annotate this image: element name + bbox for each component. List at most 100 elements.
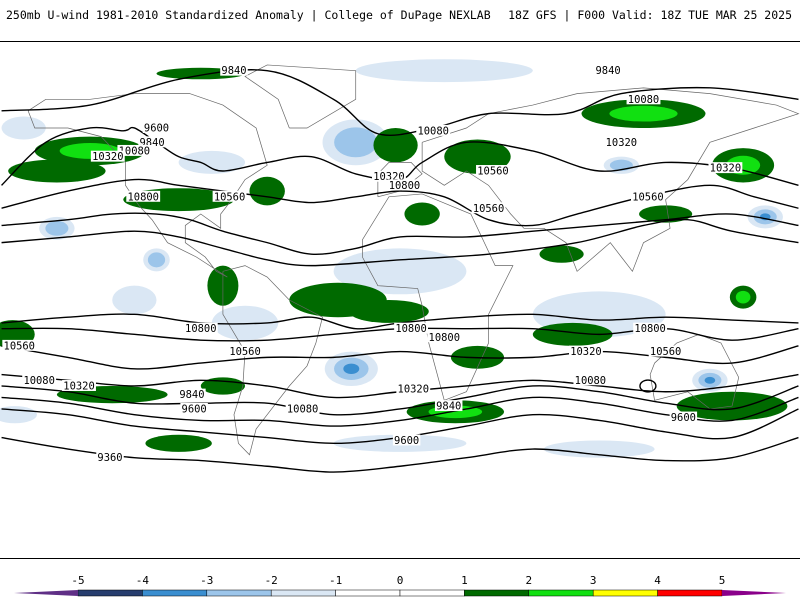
positive-anomaly-area — [145, 434, 212, 452]
legend-tick-label: -2 — [265, 574, 278, 587]
negative-anomaly-area — [704, 376, 716, 384]
closed-contour — [639, 379, 657, 393]
contour-label-bg — [371, 170, 406, 182]
contour-label: 10560 — [473, 203, 504, 215]
height-contour-line — [1, 313, 799, 330]
legend-tick-label: -5 — [71, 574, 84, 587]
contour-label-bg — [220, 64, 248, 76]
contour-label: 10320 — [710, 163, 741, 175]
legend-swatch — [657, 589, 723, 597]
contour-label-bg — [178, 388, 206, 400]
anomaly-map: 9840960098401008010320105601080010080105… — [0, 41, 800, 559]
contour-label: 9840 — [221, 65, 246, 77]
contour-label-bg — [138, 136, 166, 148]
positive-anomaly-area — [404, 202, 440, 226]
legend-swatch — [399, 589, 465, 597]
contour-label-bg — [183, 322, 218, 334]
contour-labels: 9840960098401008010320105601080010080105… — [2, 64, 743, 464]
negative-anomaly-shading — [0, 59, 783, 458]
contour-label: 10560 — [632, 191, 663, 203]
negative-anomaly-area — [343, 363, 360, 374]
contour-label-bg — [569, 345, 603, 357]
contour-label: 10800 — [634, 323, 665, 335]
negative-anomaly-area — [178, 150, 246, 174]
contour-label-bg — [126, 190, 161, 202]
contour-label-bg — [427, 331, 462, 343]
legend-swatch — [464, 589, 530, 597]
contour-label-bg — [285, 402, 320, 414]
legend-swatch — [335, 589, 401, 597]
map-title: 250mb U-wind 1981-2010 Standardized Anom… — [6, 8, 491, 22]
contour-label-bg — [96, 451, 124, 463]
contour-label: 10080 — [23, 375, 54, 387]
contour-label: 10560 — [650, 346, 681, 358]
contour-label-bg — [434, 400, 463, 412]
contour-label: 9840 — [436, 401, 461, 413]
negative-anomaly-area — [333, 248, 467, 295]
positive-anomaly-area — [373, 127, 418, 163]
contour-label: 9600 — [182, 403, 207, 415]
contour-label: 9360 — [97, 452, 122, 464]
legend-tick-label: 0 — [397, 574, 404, 587]
contour-label: 10800 — [185, 323, 216, 335]
color-scale-legend: -5 -4 -3 -2 -1 0 1 2 3 4 5 — [14, 574, 786, 597]
legend-tick-label: 5 — [719, 574, 726, 587]
contour-label-bg — [648, 345, 683, 357]
contour-label-bg — [476, 165, 510, 176]
legend-swatch — [206, 589, 272, 597]
legend-swatch — [77, 589, 143, 597]
contour-label-bg — [604, 136, 639, 148]
height-contour-line — [1, 69, 799, 137]
contour-label: 9840 — [140, 137, 165, 149]
contour-label-bg — [90, 150, 125, 162]
height-contour-line — [1, 385, 799, 416]
legend-tick-label: -3 — [200, 574, 213, 587]
contour-label: 10320 — [398, 383, 429, 395]
positive-anomaly-area — [349, 300, 429, 323]
height-contour-line — [1, 396, 799, 427]
legend-bar — [14, 589, 786, 597]
legend-ticks: -5 -4 -3 -2 -1 0 1 2 3 4 5 — [71, 574, 725, 587]
contour-label-bg — [573, 374, 608, 386]
negative-anomaly-area — [211, 305, 279, 341]
legend-tick-label: 4 — [654, 574, 661, 587]
legend-tick-label: 1 — [461, 574, 468, 587]
coastline-segment — [244, 64, 357, 129]
contour-label-bg — [22, 374, 57, 386]
negative-anomaly-area — [355, 59, 533, 83]
contour-label-bg — [633, 322, 668, 334]
negative-anomaly-area — [543, 440, 655, 458]
height-contour-line — [1, 126, 799, 187]
legend-tick-label: 2 — [525, 574, 532, 587]
contour-label: 9600 — [144, 122, 169, 134]
positive-anomaly-area — [249, 176, 285, 206]
contour-label-bg — [669, 411, 698, 423]
contour-label-bg — [626, 93, 661, 105]
negative-anomaly-area — [147, 252, 166, 268]
negative-anomaly-area — [334, 127, 378, 158]
height-contour-line — [1, 212, 799, 256]
positive-anomaly-area — [8, 159, 106, 183]
height-contour-line — [1, 436, 799, 473]
contour-label: 10560 — [4, 340, 35, 352]
contour-label: 10080 — [575, 375, 606, 387]
coastline-segment — [27, 93, 268, 278]
contour-label-bg — [387, 179, 422, 191]
contour-label-bg — [212, 190, 247, 202]
contour-label-bg — [708, 162, 743, 174]
contour-label: 9600 — [394, 435, 419, 447]
legend-low-arrow — [14, 590, 78, 596]
contour-label-bg — [117, 144, 152, 156]
legend-high-arrow — [722, 590, 786, 596]
negative-anomaly-area — [1, 116, 46, 140]
height-contour-line — [1, 218, 799, 267]
contour-label: 10560 — [477, 165, 508, 177]
positive-anomaly-area — [539, 245, 584, 263]
contour-label-bg — [630, 190, 665, 202]
positive-anomaly-area — [532, 322, 613, 346]
height-contour-line — [1, 345, 799, 370]
negative-anomaly-area — [45, 220, 69, 236]
contour-label: 10080 — [119, 145, 150, 157]
contour-label: 10560 — [214, 191, 245, 203]
contour-label: 10080 — [417, 125, 448, 137]
